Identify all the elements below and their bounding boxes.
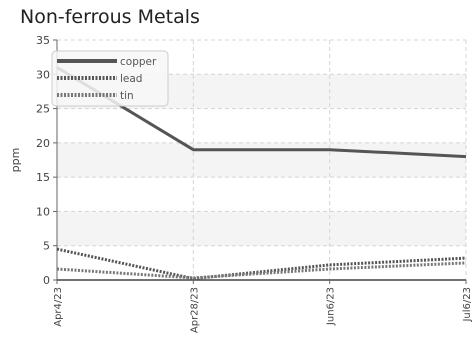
legend: copper lead tin	[51, 50, 169, 107]
series-line-copper	[56, 66, 467, 159]
y-tick-label: 25	[36, 103, 50, 116]
y-tick-label: 5	[43, 240, 50, 253]
series-line-tin	[56, 261, 467, 280]
legend-label-copper: copper	[120, 56, 157, 68]
y-tick-label: 0	[43, 274, 50, 287]
x-tick-label: Jun6/23	[326, 287, 337, 326]
series-lines	[56, 66, 467, 281]
x-tick-label: Apr28/23	[189, 287, 200, 333]
legend-label-lead: lead	[120, 73, 142, 85]
chart-title: Non-ferrous Metals	[20, 6, 200, 28]
y-tick-label: 15	[36, 171, 50, 184]
x-tick-label: Jul6/23	[462, 287, 473, 323]
background-band	[57, 142, 466, 178]
x-tick-label: Apr4/23	[53, 287, 64, 327]
y-axis-label: ppm	[9, 148, 22, 173]
y-tick-label: 10	[36, 205, 50, 218]
y-tick-label: 30	[36, 68, 50, 81]
legend-label-tin: tin	[120, 90, 134, 102]
y-tick-label: 20	[36, 137, 50, 150]
background-band	[57, 211, 466, 246]
series-line-lead	[56, 247, 467, 281]
y-axis-ticks: 0 5 10 15 20 25 30 35	[36, 34, 57, 287]
x-axis-ticks: Apr4/23 Apr28/23 Jun6/23 Jul6/23	[53, 280, 473, 333]
y-tick-label: 35	[36, 34, 50, 47]
